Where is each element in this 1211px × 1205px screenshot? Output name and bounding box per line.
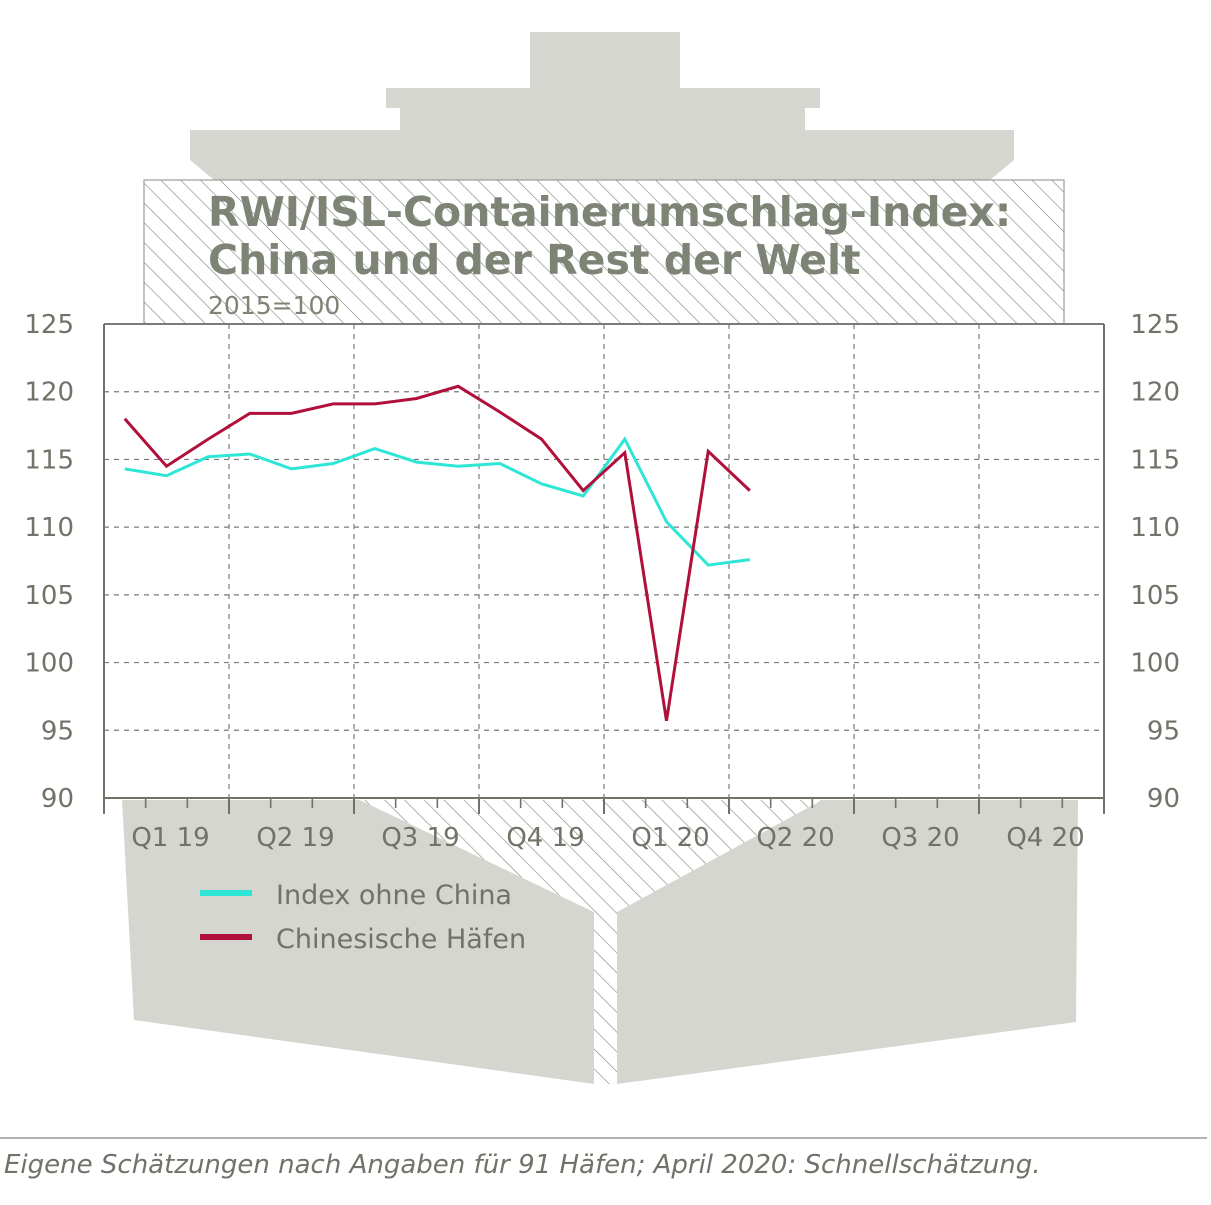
series-line-index-ohne-china bbox=[124, 436, 750, 567]
y-tick-label-right: 125 bbox=[1130, 310, 1180, 340]
ship-hull bbox=[122, 800, 1078, 1084]
x-tick-label: Q4 19 bbox=[506, 823, 584, 853]
axes bbox=[103, 324, 1105, 814]
chart-title-line1: RWI/ISL-Containerumschlag-Index: bbox=[208, 188, 1011, 236]
legend-label-index-ohne-china: Index ohne China bbox=[276, 880, 512, 911]
ship-deckhouse-hatched bbox=[143, 179, 1065, 325]
y-tick-label-left: 95 bbox=[41, 716, 74, 746]
x-tick-label: Q1 20 bbox=[631, 823, 709, 853]
y-tick-label-right: 100 bbox=[1130, 649, 1180, 679]
legend: Index ohne China Chinesische Häfen bbox=[200, 880, 526, 955]
ship-bridge-top bbox=[386, 88, 820, 108]
series-lines bbox=[123, 384, 751, 722]
series-line-chinesische-haefen bbox=[123, 384, 751, 722]
x-tick-label: Q3 20 bbox=[881, 823, 959, 853]
y-tick-label-right: 115 bbox=[1130, 445, 1180, 475]
y-tick-label-left: 105 bbox=[24, 581, 74, 611]
y-axis-right-labels: 90 95 100 105 110 115 120 125 bbox=[1130, 310, 1180, 814]
hull-left bbox=[122, 800, 594, 1084]
y-tick-label-left: 100 bbox=[24, 649, 74, 679]
x-tick-label: Q2 19 bbox=[256, 823, 334, 853]
y-axis-left-labels: 90 95 100 105 110 115 120 125 bbox=[24, 310, 74, 814]
y-tick-label-right: 105 bbox=[1130, 581, 1180, 611]
hull-right bbox=[617, 800, 1078, 1084]
x-axis-labels: Q1 19 Q2 19 Q3 19 Q4 19 Q1 20 Q2 20 Q3 20 Q4 20 bbox=[131, 823, 1084, 853]
x-tick-label: Q3 19 bbox=[381, 823, 459, 853]
x-tick-label: Q2 20 bbox=[756, 823, 834, 853]
y-tick-label-left: 110 bbox=[24, 513, 74, 543]
legend-label-chinesische-haefen: Chinesische Häfen bbox=[276, 924, 526, 955]
chart-title-line2: China und der Rest der Welt bbox=[208, 236, 861, 284]
x-tick-label: Q1 19 bbox=[131, 823, 209, 853]
footnote: Eigene Schätzungen nach Angaben für 91 H… bbox=[4, 1150, 1041, 1180]
ship-superstructure bbox=[143, 32, 1065, 325]
y-tick-label-right: 120 bbox=[1130, 378, 1180, 408]
y-tick-label-left: 115 bbox=[24, 445, 74, 475]
chart-subtitle: 2015=100 bbox=[208, 291, 340, 320]
y-tick-label-left: 125 bbox=[24, 310, 74, 340]
x-tick-label: Q4 20 bbox=[1006, 823, 1084, 853]
y-tick-label-left: 120 bbox=[24, 378, 74, 408]
ship-funnel bbox=[530, 32, 680, 90]
hull-keel-hatched bbox=[360, 800, 822, 1084]
ship-bridge bbox=[400, 106, 805, 132]
grid-lines bbox=[104, 323, 1104, 798]
y-tick-label-right: 90 bbox=[1147, 784, 1180, 814]
y-tick-label-right: 110 bbox=[1130, 513, 1180, 543]
y-tick-label-left: 90 bbox=[41, 784, 74, 814]
ship-upper-deck bbox=[190, 130, 1014, 180]
y-tick-label-right: 95 bbox=[1147, 716, 1180, 746]
